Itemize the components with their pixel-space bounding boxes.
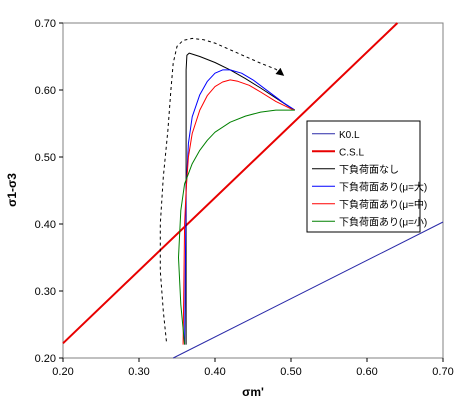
series-line-5 [178, 109, 295, 345]
series-layer [62, 22, 444, 359]
x-axis-label: σm' [242, 385, 264, 399]
legend-box [306, 120, 421, 233]
x-tick-label: 0.60 [356, 366, 377, 378]
y-axis-label: σ1-σ3 [5, 173, 19, 207]
legend-label-5: 下負荷面あり(μ=小) [339, 216, 427, 228]
y-tick-label: 0.60 [35, 85, 56, 97]
series-line-2 [185, 52, 296, 345]
legend-label-1: C.S.L [339, 147, 364, 158]
x-axis-ticks: 0.20 0.30 0.40 0.50 0.60 0.70 [52, 358, 454, 378]
y-tick-label: 0.40 [35, 219, 56, 231]
legend-label-4: 下負荷面あり(μ=中) [339, 198, 427, 211]
dashed-arrow-annotation [159, 37, 285, 342]
legend-label-0: K0.L [339, 130, 360, 141]
x-tick-label: 0.30 [128, 366, 149, 378]
annotation-layer [159, 37, 285, 342]
y-tick-label: 0.50 [35, 152, 56, 164]
y-tick-label: 0.30 [35, 286, 56, 298]
y-tick-label: 0.20 [35, 353, 56, 365]
series-line-0 [172, 221, 444, 359]
x-tick-label: 0.50 [280, 366, 301, 378]
legend-label-3: 下負荷面あり(μ=大) [339, 180, 427, 193]
series-line-1 [62, 22, 399, 345]
series-line-3 [184, 69, 296, 345]
y-axis-ticks: 0.20 0.30 0.40 0.50 0.60 0.70 [35, 18, 63, 365]
x-tick-label: 0.70 [432, 366, 453, 378]
x-tick-label: 0.20 [52, 366, 73, 378]
legend-label-2: 下負荷面なし [339, 164, 399, 176]
y-tick-label: 0.70 [35, 18, 56, 30]
series-line-4 [182, 79, 295, 345]
x-tick-label: 0.40 [204, 366, 225, 378]
